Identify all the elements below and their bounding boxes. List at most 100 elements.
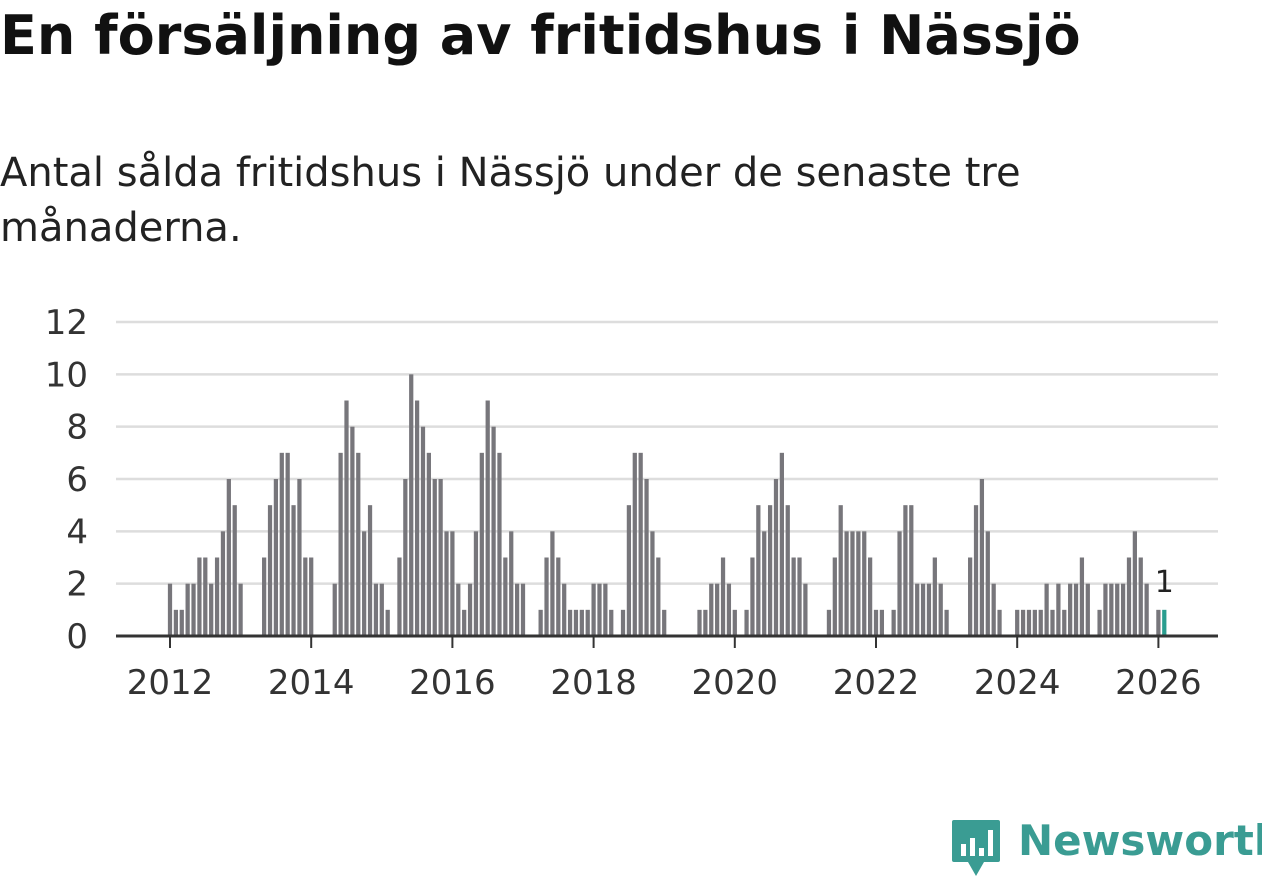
bar: [1068, 583, 1073, 636]
newsworthy-logo-icon: [952, 820, 1000, 876]
bar: [1062, 609, 1067, 636]
bar: [432, 479, 437, 636]
bar: [626, 505, 632, 636]
bar: [579, 609, 584, 636]
bar: [462, 609, 467, 636]
bar: [662, 609, 667, 636]
bar: [1044, 583, 1049, 636]
x-axis: 2012 2014 2016 2018 2020 2022 2024 2026: [116, 634, 1218, 703]
bar: [438, 479, 443, 636]
bar: [1138, 557, 1143, 636]
bar: [1115, 583, 1120, 636]
y-axis-ticks: 0 2 4 6 8 10 12: [45, 303, 88, 657]
chart-subtitle: Antal sålda fritidshus i Nässjö under de…: [0, 150, 1021, 251]
bar: [720, 557, 726, 636]
bar: [973, 505, 979, 636]
bar: [203, 557, 208, 636]
bar: [1032, 609, 1037, 636]
bar: [520, 583, 526, 636]
bar: [750, 557, 755, 636]
bar: [1073, 583, 1079, 636]
bar: [303, 557, 308, 636]
bar-highlight: [1162, 609, 1167, 636]
bar: [844, 531, 849, 636]
bar: [456, 583, 461, 636]
bar: [562, 583, 567, 636]
bar: [897, 531, 902, 636]
bar: [1144, 583, 1149, 636]
bar: [573, 609, 579, 636]
bar: [873, 609, 879, 636]
x-tick-label: 2014: [268, 663, 355, 703]
bar: [726, 583, 732, 636]
bar: [467, 583, 473, 636]
bar: [426, 452, 431, 636]
bar: [220, 531, 226, 636]
bar: [1085, 583, 1090, 636]
bar: [544, 557, 549, 636]
bar: [656, 557, 661, 636]
bar: [944, 609, 949, 636]
bar: [267, 505, 273, 636]
bar: [362, 531, 367, 636]
bar: [1020, 609, 1026, 636]
bar: [979, 479, 985, 636]
data-labels: 1: [1155, 565, 1174, 600]
bar: [550, 531, 555, 636]
bar: [226, 479, 231, 636]
bar: [1097, 609, 1102, 636]
bar: [297, 479, 302, 636]
bar: [556, 557, 561, 636]
bar: [379, 583, 384, 636]
bar: [903, 505, 908, 636]
bar: [603, 583, 608, 636]
bar: [409, 374, 414, 636]
bar: [273, 479, 279, 636]
bar: [697, 609, 702, 636]
bar: [926, 583, 932, 636]
bar: [191, 583, 196, 636]
chart-title: En försäljning av fritidshus i Nässjö: [0, 4, 1081, 67]
bar: [509, 531, 514, 636]
y-tick-label: 8: [66, 408, 88, 448]
bar: [868, 557, 873, 636]
bars: [167, 374, 1167, 636]
bar: [891, 609, 896, 636]
bar: [285, 452, 290, 636]
bar: [567, 609, 573, 636]
y-tick-label: 2: [66, 565, 88, 605]
bar: [420, 426, 426, 636]
y-tick-label: 12: [45, 303, 88, 343]
bar: [473, 531, 479, 636]
bar: [968, 557, 973, 636]
y-tick-label: 6: [66, 460, 88, 500]
bar: [1109, 583, 1114, 636]
bar: [538, 609, 543, 636]
bar: [756, 505, 761, 636]
bar: [826, 609, 832, 636]
bar: [1038, 609, 1043, 636]
bar: [909, 505, 914, 636]
bar: [479, 452, 484, 636]
bar: [491, 426, 496, 636]
x-tick-label: 2022: [833, 663, 920, 703]
bar: [832, 557, 837, 636]
bar: [997, 609, 1002, 636]
bar: [291, 505, 296, 636]
bar: [373, 583, 379, 636]
bar: [414, 400, 420, 636]
bar: [709, 583, 714, 636]
bar: [515, 583, 520, 636]
bar: [803, 583, 808, 636]
x-tick-label: 2018: [550, 663, 637, 703]
bar: [1015, 609, 1020, 636]
bar: [638, 452, 643, 636]
bar: [767, 505, 773, 636]
bar: [356, 452, 361, 636]
bar: [620, 609, 626, 636]
bar: [1050, 609, 1055, 636]
bar: [385, 609, 390, 636]
bar: [609, 609, 614, 636]
bar: [762, 531, 767, 636]
